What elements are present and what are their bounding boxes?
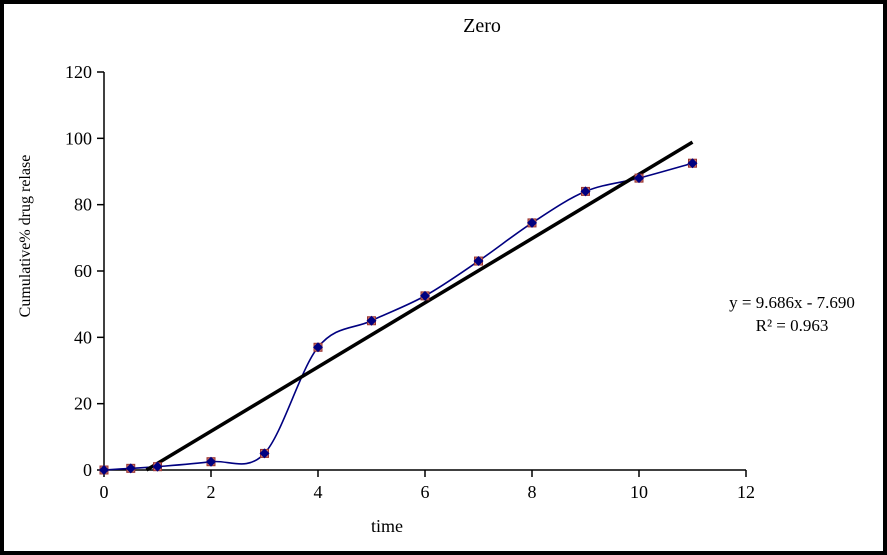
series-markers	[99, 158, 698, 475]
x-tick-label: 12	[737, 482, 755, 502]
x-tick-label: 6	[421, 482, 430, 502]
marker-diamond	[473, 256, 484, 267]
x-ticks: 0 2 4 6 8 10 12	[100, 470, 755, 502]
marker-diamond	[580, 186, 591, 197]
y-ticks: 0 20 40 60 80 100 120	[65, 62, 104, 480]
x-tick-label: 2	[207, 482, 216, 502]
x-tick-label: 0	[100, 482, 109, 502]
x-tick-label: 4	[314, 482, 323, 502]
trendline	[145, 140, 694, 472]
x-tick-label: 10	[630, 482, 648, 502]
marker-diamond	[420, 290, 430, 301]
marker-diamond	[206, 456, 216, 467]
trendline-equation-line1: y = 9.686x - 7.690	[729, 293, 855, 312]
marker-diamond	[687, 158, 698, 169]
marker-diamond	[366, 315, 377, 326]
series-line	[103, 162, 693, 471]
y-tick-label: 100	[65, 128, 92, 148]
y-tick-label: 80	[74, 195, 92, 215]
x-axis-label: time	[371, 516, 403, 536]
y-tick-label: 120	[65, 62, 92, 82]
marker-diamond	[152, 461, 163, 472]
marker-diamond	[259, 448, 270, 459]
axes	[103, 72, 746, 471]
marker-diamond	[527, 217, 537, 228]
y-tick-label: 0	[83, 460, 92, 480]
marker-diamond	[634, 173, 644, 184]
y-tick-label: 20	[74, 394, 92, 414]
x-tick-label: 8	[528, 482, 537, 502]
trendline-equation-line2: R² = 0.963	[756, 316, 829, 335]
marker-diamond	[99, 465, 109, 475]
y-tick-label: 60	[74, 261, 92, 281]
marker-diamond	[125, 463, 136, 474]
chart-title: Zero	[463, 15, 501, 37]
y-tick-label: 40	[74, 327, 92, 347]
y-axis-label: Cumulative% drug relase	[17, 155, 34, 318]
marker-diamond	[313, 342, 323, 353]
